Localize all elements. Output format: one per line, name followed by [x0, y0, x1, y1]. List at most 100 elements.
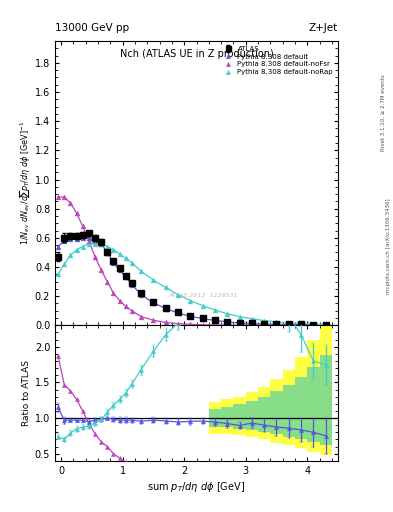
Pythia 8.308 default-noFsr — [286, 322, 291, 328]
Pythia 8.308 default — [117, 267, 122, 273]
Pythia 8.308 default-noFsr — [117, 297, 122, 304]
Pythia 8.308 default-noFsr — [93, 254, 97, 260]
Pythia 8.308 default-noRap — [62, 261, 66, 267]
Line: Pythia 8.308 default: Pythia 8.308 default — [56, 236, 328, 327]
Pythia 8.308 default — [188, 313, 193, 319]
Pythia 8.308 default — [200, 315, 205, 322]
Pythia 8.308 default — [225, 319, 230, 325]
Pythia 8.308 default-noFsr — [151, 317, 156, 324]
Pythia 8.308 default-noRap — [117, 251, 122, 257]
Line: Pythia 8.308 default-noRap: Pythia 8.308 default-noRap — [56, 241, 328, 327]
Pythia 8.308 default-noFsr — [262, 322, 266, 328]
Pythia 8.308 default — [123, 274, 128, 280]
Pythia 8.308 default — [93, 238, 97, 244]
Legend: ATLAS, Pythia 8.308 default, Pythia 8.308 default-noFsr, Pythia 8.308 default-no: ATLAS, Pythia 8.308 default, Pythia 8.30… — [221, 45, 334, 76]
Text: Z+Jet: Z+Jet — [309, 23, 338, 33]
Pythia 8.308 default — [250, 321, 254, 327]
Pythia 8.308 default-noFsr — [68, 200, 73, 206]
Pythia 8.308 default-noRap — [237, 313, 242, 319]
Pythia 8.308 default-noFsr — [213, 322, 217, 328]
Pythia 8.308 default-noRap — [274, 319, 279, 325]
Pythia 8.308 default-noFsr — [299, 322, 303, 328]
Pythia 8.308 default-noFsr — [123, 303, 128, 309]
Pythia 8.308 default-noRap — [105, 244, 110, 250]
Pythia 8.308 default — [62, 238, 66, 244]
Pythia 8.308 default-noRap — [111, 246, 116, 252]
Pythia 8.308 default-noRap — [176, 292, 180, 298]
Pythia 8.308 default-noRap — [68, 252, 73, 259]
Pythia 8.308 default — [311, 322, 316, 328]
Pythia 8.308 default-noRap — [151, 277, 156, 283]
Pythia 8.308 default-noRap — [74, 246, 79, 252]
Text: mcplots.cern.ch [arXiv:1306.3436]: mcplots.cern.ch [arXiv:1306.3436] — [386, 198, 391, 293]
Pythia 8.308 default — [163, 306, 168, 312]
Pythia 8.308 default-noFsr — [311, 322, 316, 328]
Pythia 8.308 default — [74, 236, 79, 242]
Pythia 8.308 default-noFsr — [99, 267, 103, 273]
Pythia 8.308 default-noFsr — [188, 321, 193, 327]
Pythia 8.308 default — [139, 292, 143, 298]
Text: Rivet 3.1.10, ≥ 2.7M events: Rivet 3.1.10, ≥ 2.7M events — [381, 74, 386, 151]
Pythia 8.308 default — [323, 322, 328, 328]
Pythia 8.308 default — [111, 260, 116, 266]
Y-axis label: Ratio to ATLAS: Ratio to ATLAS — [22, 360, 31, 426]
Pythia 8.308 default-noRap — [200, 303, 205, 309]
Pythia 8.308 default-noFsr — [200, 322, 205, 328]
Pythia 8.308 default — [176, 310, 180, 316]
Pythia 8.308 default-noFsr — [130, 308, 134, 314]
Pythia 8.308 default — [151, 300, 156, 306]
X-axis label: sum $p_T/d\eta\ d\phi$ [GeV]: sum $p_T/d\eta\ d\phi$ [GeV] — [147, 480, 246, 494]
Pythia 8.308 default-noRap — [286, 320, 291, 326]
Pythia 8.308 default-noRap — [225, 311, 230, 317]
Pythia 8.308 default-noRap — [213, 307, 217, 313]
Pythia 8.308 default-noRap — [311, 321, 316, 327]
Pythia 8.308 default-noRap — [80, 244, 85, 250]
Pythia 8.308 default-noFsr — [163, 319, 168, 326]
Pythia 8.308 default-noRap — [99, 241, 103, 247]
Y-axis label: $1/N_{ev}\ dN_{ev}/d\!\sum\! p_T/d\eta\ d\phi\ [\mathrm{GeV}]^{-1}$: $1/N_{ev}\ dN_{ev}/d\!\sum\! p_T/d\eta\ … — [18, 121, 32, 245]
Pythia 8.308 default-noFsr — [225, 322, 230, 328]
Pythia 8.308 default — [56, 244, 61, 250]
Pythia 8.308 default-noFsr — [237, 322, 242, 328]
Pythia 8.308 default-noRap — [123, 255, 128, 261]
Text: 13000 GeV pp: 13000 GeV pp — [55, 23, 129, 33]
Pythia 8.308 default-noRap — [188, 297, 193, 304]
Pythia 8.308 default-noFsr — [111, 290, 116, 296]
Pythia 8.308 default — [286, 322, 291, 328]
Pythia 8.308 default — [130, 282, 134, 288]
Pythia 8.308 default-noRap — [299, 321, 303, 327]
Pythia 8.308 default — [99, 241, 103, 247]
Pythia 8.308 default-noRap — [262, 317, 266, 324]
Pythia 8.308 default-noRap — [323, 321, 328, 327]
Pythia 8.308 default — [86, 235, 91, 241]
Pythia 8.308 default-noRap — [163, 284, 168, 290]
Pythia 8.308 default — [274, 321, 279, 327]
Pythia 8.308 default-noRap — [250, 316, 254, 322]
Pythia 8.308 default — [262, 321, 266, 327]
Pythia 8.308 default-noFsr — [250, 322, 254, 328]
Pythia 8.308 default-noRap — [130, 260, 134, 266]
Text: Nch (ATLAS UE in Z production): Nch (ATLAS UE in Z production) — [119, 50, 274, 59]
Pythia 8.308 default-noFsr — [139, 313, 143, 319]
Pythia 8.308 default-noFsr — [56, 194, 61, 200]
Pythia 8.308 default-noRap — [139, 268, 143, 274]
Pythia 8.308 default — [213, 317, 217, 324]
Pythia 8.308 default-noFsr — [86, 238, 91, 244]
Text: ATLAS 2012  1226531: ATLAS 2012 1226531 — [168, 293, 238, 298]
Pythia 8.308 default — [68, 236, 73, 242]
Pythia 8.308 default-noRap — [86, 241, 91, 247]
Pythia 8.308 default-noFsr — [323, 322, 328, 328]
Pythia 8.308 default-noFsr — [105, 279, 110, 285]
Pythia 8.308 default-noFsr — [80, 223, 85, 229]
Pythia 8.308 default — [80, 235, 85, 241]
Pythia 8.308 default — [105, 249, 110, 255]
Pythia 8.308 default-noFsr — [62, 194, 66, 200]
Pythia 8.308 default-noFsr — [74, 210, 79, 216]
Pythia 8.308 default — [299, 322, 303, 328]
Line: Pythia 8.308 default-noFsr: Pythia 8.308 default-noFsr — [56, 195, 328, 328]
Pythia 8.308 default-noRap — [56, 271, 61, 278]
Pythia 8.308 default-noRap — [93, 241, 97, 247]
Pythia 8.308 default-noFsr — [176, 321, 180, 327]
Pythia 8.308 default-noFsr — [274, 322, 279, 328]
Pythia 8.308 default — [237, 320, 242, 326]
